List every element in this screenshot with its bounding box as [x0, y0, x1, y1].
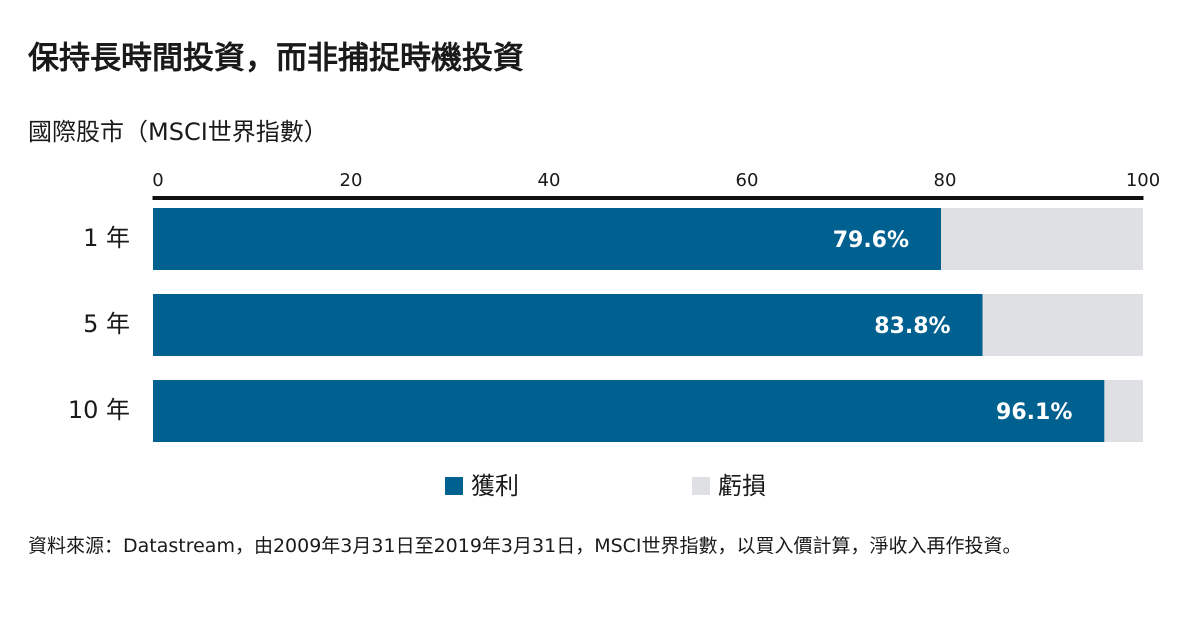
legend-label: 獲利 [471, 472, 519, 500]
y-tick-label: 1 年 [83, 224, 130, 252]
data-label: 83.8% [874, 314, 950, 339]
x-tick-label: 100 [1126, 170, 1160, 191]
bar-segment [153, 294, 983, 356]
bar-segment [153, 208, 942, 270]
x-tick-label: 40 [538, 170, 561, 191]
x-tick-label: 80 [934, 170, 957, 191]
bar-segment [1104, 380, 1143, 442]
bar-segment [153, 380, 1105, 442]
chart-subtitle: 國際股市（MSCI世界指數） [28, 118, 328, 146]
x-tick-label: 20 [340, 170, 363, 191]
y-tick-label: 10 年 [68, 396, 130, 424]
source-note: 資料來源：Datastream，由2009年3月31日至2019年3月31日，M… [28, 535, 1022, 557]
chart: 保持長時間投資，而非捕捉時機投資 國際股市（MSCI世界指數） 0 20 40 60 8… [28, 41, 1160, 501]
legend-label: 虧損 [718, 472, 766, 500]
data-label: 96.1% [996, 400, 1072, 425]
bar-segment [982, 294, 1143, 356]
legend-swatch [445, 477, 463, 495]
bar-segment [941, 208, 1143, 270]
chart-title: 保持長時間投資，而非捕捉時機投資 [28, 41, 524, 77]
x-tick-label: 60 [736, 170, 759, 191]
x-tick-label: 0 [152, 170, 163, 191]
legend-swatch [692, 477, 710, 495]
data-label: 79.6% [833, 228, 909, 253]
y-tick-label: 5 年 [83, 310, 130, 338]
